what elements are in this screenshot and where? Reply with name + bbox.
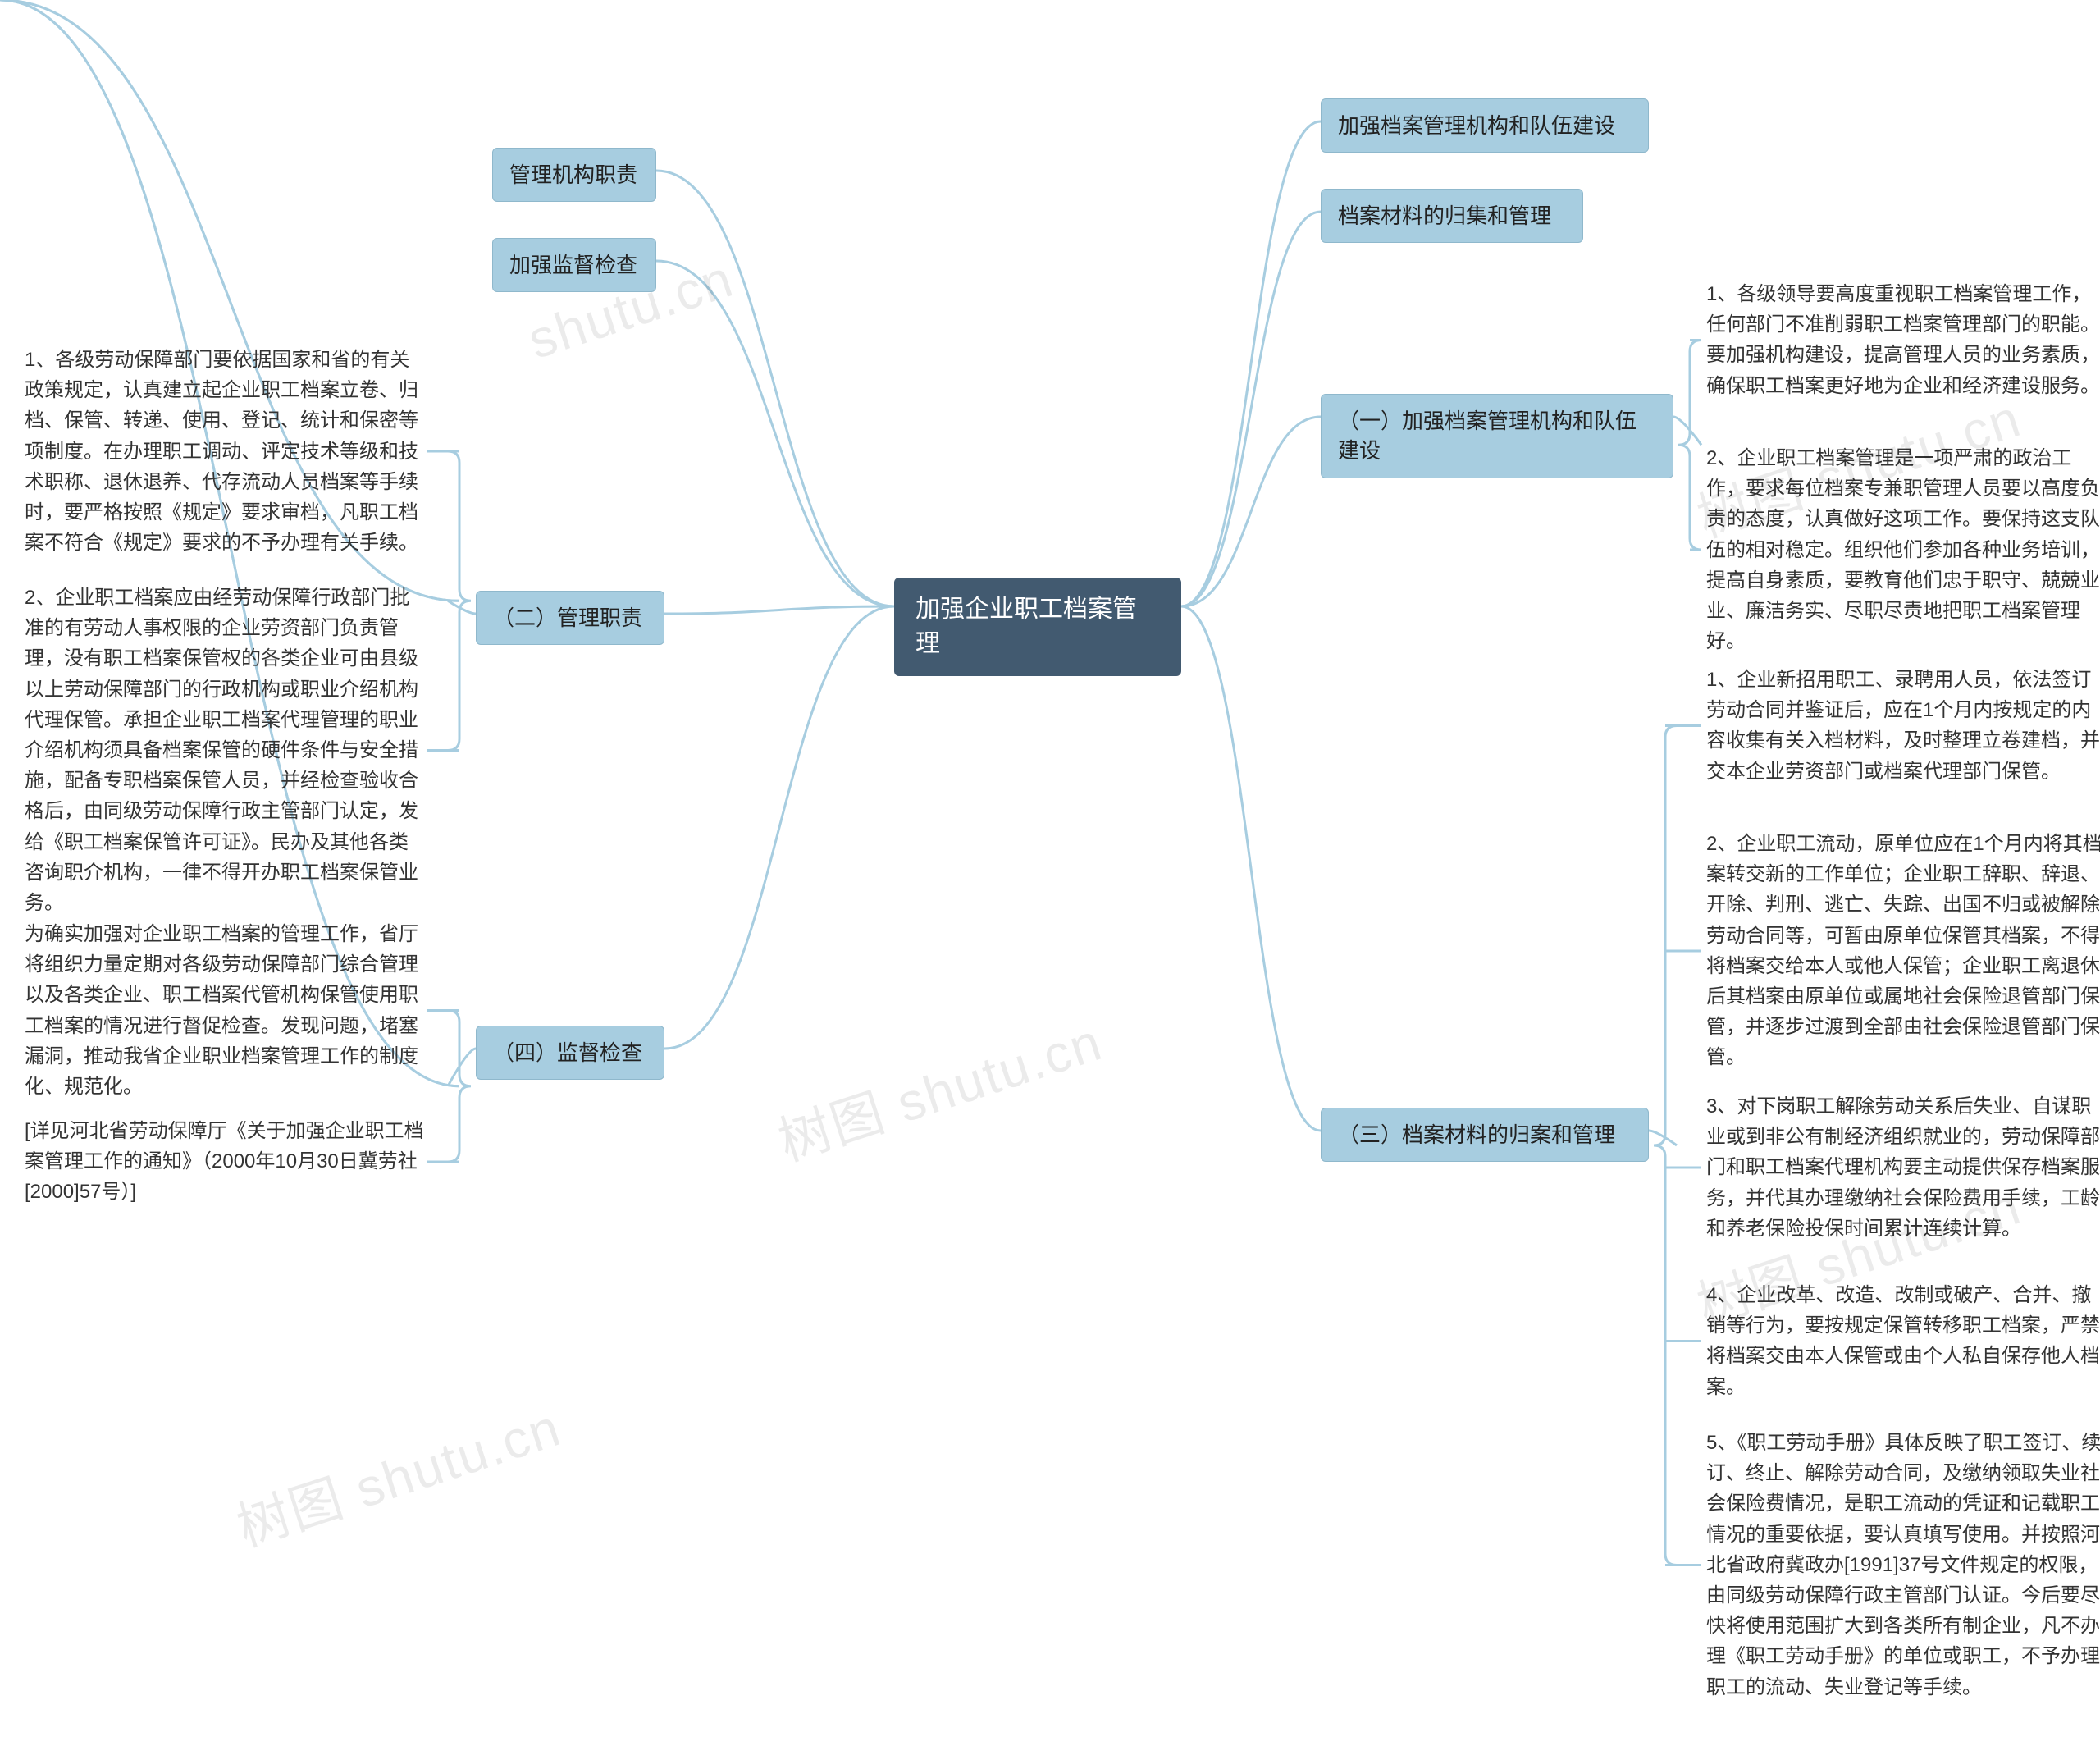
leaf-R3b: 2、企业职工档案管理是一项严肃的政治工作，要求每位档案专兼职管理人员要以高度负责…	[1706, 443, 2092, 656]
branch-R2[interactable]: 档案材料的归集和管理	[1321, 189, 1583, 243]
branch-L2[interactable]: 加强监督检查	[492, 238, 656, 292]
root-node[interactable]: 加强企业职工档案管理	[894, 578, 1181, 676]
leaf-L4a: 为确实加强对企业职工档案的管理工作，省厅将组织力量定期对各级劳动保障部门综合管理…	[25, 919, 427, 1102]
branch-L4[interactable]: （四）监督检查	[476, 1026, 664, 1080]
leaf-L4b: [详见河北省劳动保障厅《关于加强企业职工档案管理工作的通知》（2000年10月3…	[25, 1116, 427, 1208]
branch-L3[interactable]: （二）管理职责	[476, 591, 664, 645]
leaf-R4b: 2、企业职工流动，原单位应在1个月内将其档案转交新的工作单位；企业职工辞职、辞退…	[1706, 829, 2092, 1073]
branch-R1[interactable]: 加强档案管理机构和队伍建设	[1321, 98, 1649, 153]
leaf-L3a: 1、各级劳动保障部门要依据国家和省的有关政策规定，认真建立起企业职工档案立卷、归…	[25, 345, 427, 558]
leaf-R4a: 1、企业新招用职工、录聘用人员，依法签订劳动合同并鉴证后，应在1个月内按规定的内…	[1706, 665, 2092, 787]
leaf-R3a: 1、各级领导要高度重视职工档案管理工作，任何部门不准削弱职工档案管理部门的职能。…	[1706, 279, 2092, 401]
branch-R3[interactable]: （一）加强档案管理机构和队伍建设	[1321, 394, 1673, 478]
branch-L1[interactable]: 管理机构职责	[492, 148, 656, 202]
leaf-R4d: 4、企业改革、改造、改制或破产、合并、撤销等行为，要按规定保管转移职工档案，严禁…	[1706, 1280, 2092, 1402]
leaf-R4e: 5、《职工劳动手册》具体反映了职工签订、续订、终止、解除劳动合同，及缴纳领取失业…	[1706, 1428, 2092, 1703]
branch-R4[interactable]: （三）档案材料的归案和管理	[1321, 1108, 1649, 1162]
leaf-R4c: 3、对下岗职工解除劳动关系后失业、自谋职业或到非公有制经济组织就业的，劳动保障部…	[1706, 1091, 2092, 1244]
mindmap-stage: 加强企业职工档案管理 管理机构职责加强监督检查 （二）管理职责 1、各级劳动保障部门要…	[0, 0, 2100, 1746]
leaf-L3b: 2、企业职工档案应由经劳动保障行政部门批准的有劳动人事权限的企业劳资部门负责管理…	[25, 583, 427, 918]
